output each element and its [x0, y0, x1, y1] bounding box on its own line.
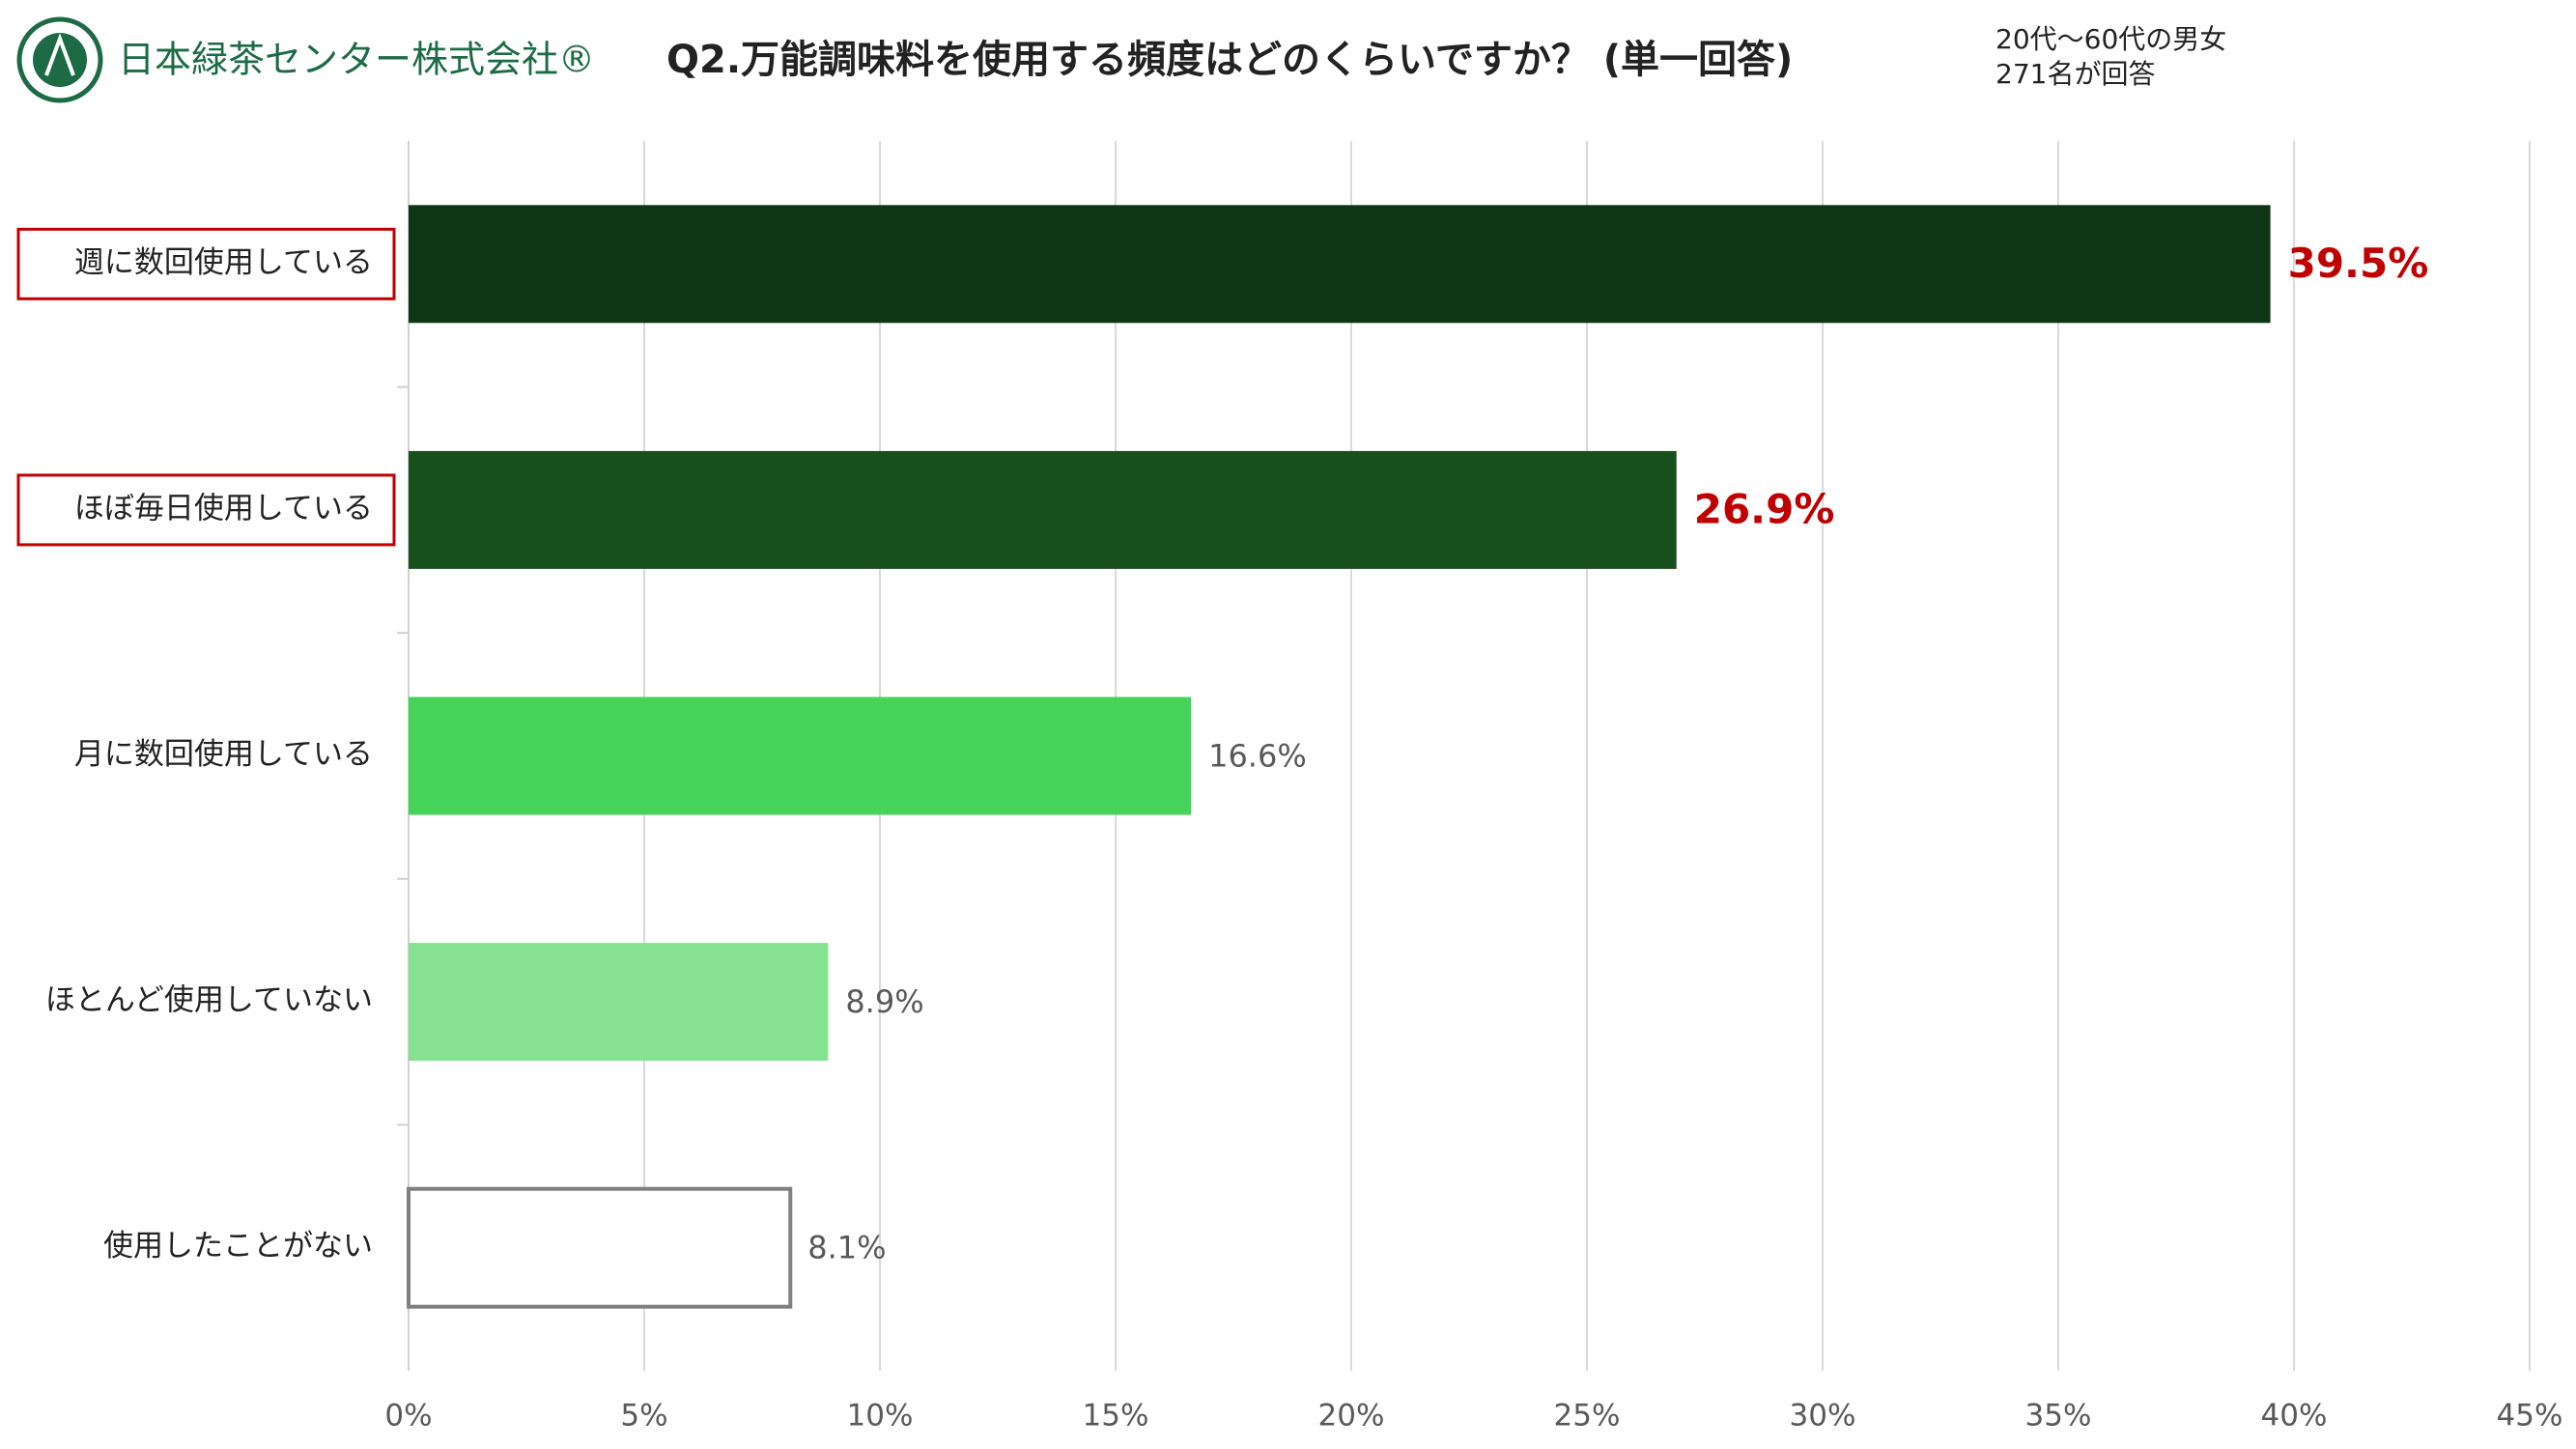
- x-tick-label: 30%: [1790, 1399, 1856, 1434]
- x-tick-label: 5%: [620, 1399, 667, 1434]
- logo: [16, 16, 103, 103]
- x-tick-label: 10%: [847, 1399, 914, 1434]
- value-label: 8.1%: [807, 1230, 886, 1266]
- value-label: 16.6%: [1208, 738, 1307, 775]
- value-label: 39.5%: [2288, 240, 2429, 287]
- note: 271名が回答: [1996, 58, 2155, 90]
- chart-title: Q2.万能調味料を使用する頻度はどのくらいですか？ (単一回答): [666, 38, 1793, 82]
- logo-ring: [16, 16, 103, 103]
- bar: [407, 1186, 793, 1309]
- x-tick-label: 35%: [2025, 1399, 2092, 1434]
- x-tick-label: 20%: [1318, 1399, 1385, 1434]
- category-highlight-box: [16, 473, 396, 547]
- x-tick-label: 25%: [1554, 1399, 1621, 1434]
- y-tick-label: ほぼ毎日使用している: [74, 491, 373, 526]
- y-tick-label: 週に数回使用している: [74, 245, 373, 280]
- x-tick-label: 40%: [2261, 1399, 2328, 1434]
- x-tick-label: 15%: [1083, 1399, 1149, 1434]
- x-tick-label: 0%: [384, 1399, 432, 1434]
- company-name: 日本緑茶センター株式会社®: [118, 39, 595, 81]
- value-label: 8.9%: [845, 983, 923, 1020]
- bar: [409, 205, 2271, 324]
- note: 20代～60代の男女: [1996, 23, 2226, 55]
- x-tick-label: 45%: [2497, 1399, 2563, 1434]
- bar: [409, 696, 1192, 815]
- y-tick-label: ほとんど使用していない: [45, 983, 373, 1018]
- logo-leaf: [44, 33, 75, 76]
- value-label: 26.9%: [1694, 485, 1835, 532]
- y-tick-label: 月に数回使用している: [74, 737, 373, 772]
- y-tick-label: 使用したことがない: [103, 1229, 373, 1264]
- category-highlight-box: [16, 227, 396, 300]
- bar: [409, 450, 1677, 569]
- bar: [409, 943, 829, 1062]
